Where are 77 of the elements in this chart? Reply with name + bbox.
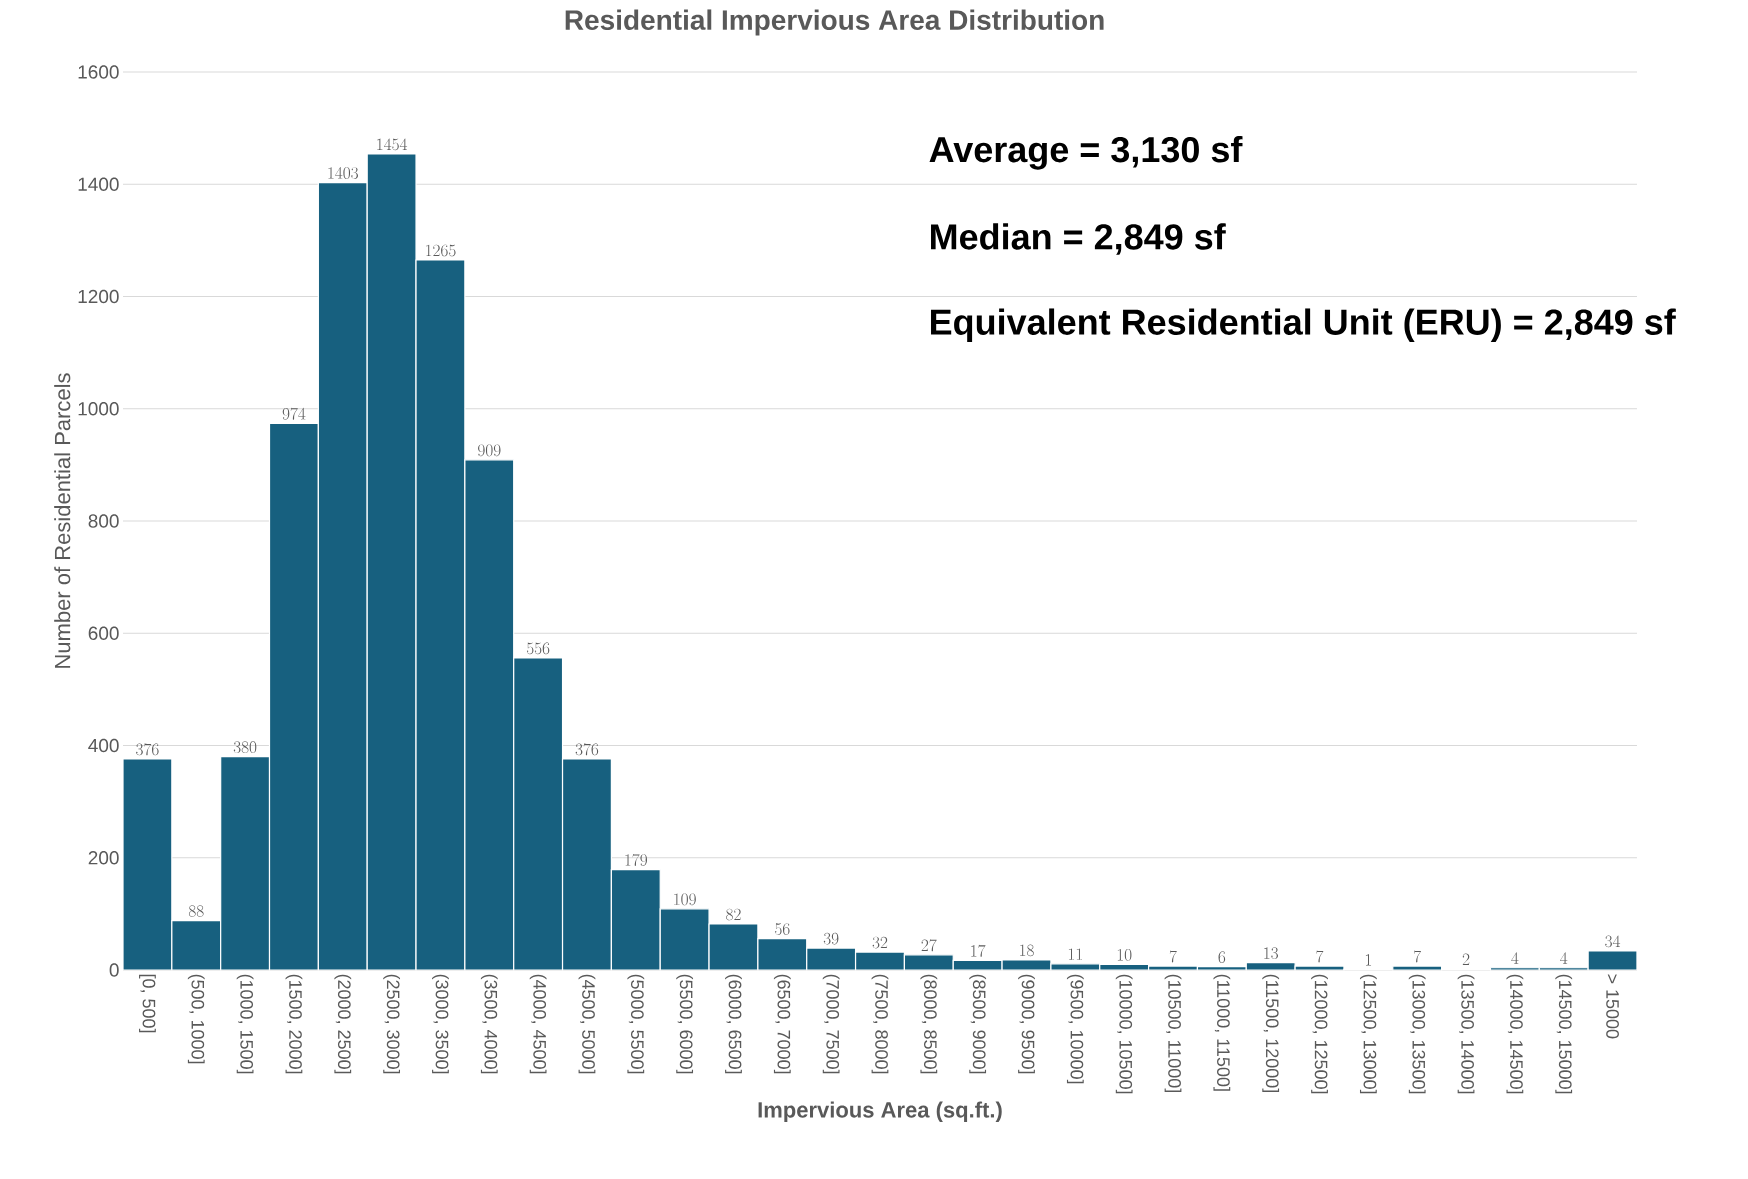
x-tick-label: (10500, 11000] <box>1164 974 1182 1092</box>
x-tick-label: (8000, 8500] <box>920 974 938 1074</box>
annotation: Average = 3,130 sf <box>929 135 1243 170</box>
data-label: 1 <box>1365 954 1372 966</box>
data-label: 82 <box>726 908 741 921</box>
data-label: 2 <box>1462 953 1470 965</box>
data-label: 11 <box>1068 948 1082 960</box>
data-label: 27 <box>921 939 937 952</box>
data-label: 7 <box>1169 950 1177 963</box>
data-label: 10 <box>1117 949 1132 961</box>
data-label: 179 <box>625 853 647 866</box>
data-label: 56 <box>775 923 790 935</box>
x-tick-label: (12000, 12500] <box>1311 974 1328 1094</box>
x-tick-label: (5000, 5500] <box>627 974 645 1074</box>
chart-title: Residential Impervious Area Distribution <box>565 9 1104 36</box>
x-tick-label: (9000, 9500] <box>1018 974 1035 1074</box>
x-tick-label: (4000, 4500] <box>529 974 547 1074</box>
x-tick-label: > 15000 <box>1606 974 1619 1039</box>
data-label: 4 <box>1560 952 1568 964</box>
data-label: 1403 <box>328 167 359 179</box>
x-tick-label: (14000, 14500] <box>1506 974 1524 1094</box>
x-tick-label: (9500, 10000] <box>1066 974 1084 1084</box>
data-label: 109 <box>674 893 696 906</box>
data-label: 13 <box>1264 947 1279 960</box>
annotation: Equivalent Residential Unit (ERU) = 2,849 sf <box>931 308 1676 342</box>
x-tick-label: (2000, 2500] <box>334 974 352 1074</box>
x-tick-label: (500, 1000] <box>187 974 205 1064</box>
x-tick-label: (6000, 6500] <box>725 974 742 1074</box>
x-tick-label: (3000, 3500] <box>432 974 449 1074</box>
annotation: Median = 2,849 sf <box>931 223 1226 255</box>
data-label: 1265 <box>426 244 456 257</box>
data-label: 556 <box>526 642 550 655</box>
data-label: 17 <box>971 944 986 957</box>
x-axis-title: Impervious Area (sq.ft.) <box>758 1101 1002 1123</box>
x-tick-label: (11000, 11500] <box>1213 974 1231 1091</box>
x-tick-label: (12500, 13000] <box>1359 974 1377 1094</box>
x-tick-label: (8500, 9000] <box>969 974 987 1074</box>
data-label: 34 <box>1605 935 1621 948</box>
y-tick-label: 200 <box>88 851 119 865</box>
y-tick-label: 800 <box>88 514 119 528</box>
x-tick-label: [0, 500] <box>139 974 156 1033</box>
data-label: 7 <box>1414 950 1422 963</box>
x-tick-label: (5500, 6000] <box>676 974 694 1074</box>
data-label: 18 <box>1020 944 1034 957</box>
x-tick-label: (7000, 7500] <box>822 974 840 1074</box>
y-tick-label: 1600 <box>78 65 119 79</box>
data-label: 974 <box>282 407 306 420</box>
data-label: 909 <box>478 444 501 457</box>
x-tick-label: (1000, 1500] <box>236 974 254 1074</box>
y-tick-label: 1200 <box>78 289 119 304</box>
x-tick-label: (2500, 3000] <box>383 974 401 1074</box>
x-tick-label: (10000, 10500] <box>1115 974 1133 1094</box>
y-tick-label: 1400 <box>78 177 119 191</box>
data-label: 6 <box>1218 951 1226 963</box>
data-label: 39 <box>823 932 839 945</box>
x-tick-label: (6500, 7000] <box>773 974 791 1074</box>
y-tick-label: 400 <box>88 738 119 753</box>
y-tick-label: 0 <box>109 963 119 977</box>
y-tick-label: 1000 <box>78 402 119 416</box>
y-tick-label: 600 <box>88 626 119 640</box>
x-tick-label: (4500, 5000] <box>578 974 596 1074</box>
data-label: 380 <box>233 741 257 754</box>
x-tick-label: (7500, 8000] <box>871 974 889 1074</box>
x-tick-label: (13500, 14000] <box>1457 974 1475 1094</box>
data-label: 4 <box>1511 952 1519 964</box>
data-label: 7 <box>1316 950 1324 963</box>
x-tick-label: (3500, 4000] <box>480 974 498 1074</box>
data-label: 1454 <box>377 138 408 151</box>
y-axis-title: Number of Residential Parcels <box>54 373 71 668</box>
data-label: 32 <box>872 936 888 949</box>
x-tick-label: (13000, 13500] <box>1408 974 1426 1094</box>
x-tick-label: (1500, 2000] <box>285 974 303 1074</box>
data-label: 88 <box>188 905 204 917</box>
x-tick-label: (14500, 15000] <box>1555 974 1573 1094</box>
data-label: 376 <box>575 743 599 756</box>
x-tick-label: (11500, 12000] <box>1262 974 1280 1092</box>
data-label: 376 <box>136 743 159 756</box>
